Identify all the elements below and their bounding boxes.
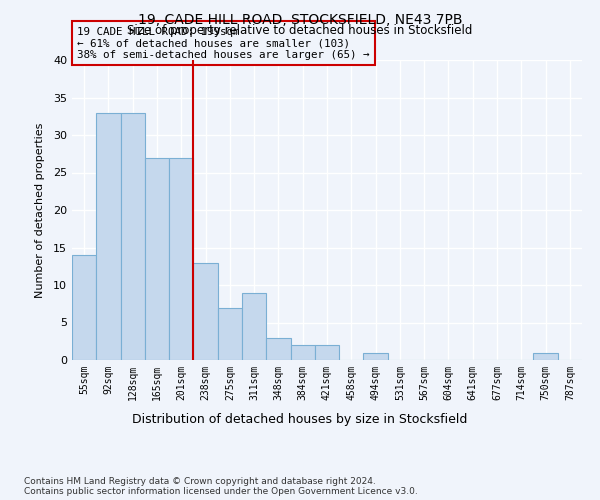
Bar xyxy=(72,255,96,360)
Text: Contains public sector information licensed under the Open Government Licence v3: Contains public sector information licen… xyxy=(24,488,418,496)
Bar xyxy=(364,352,388,360)
Bar xyxy=(96,112,121,360)
Bar xyxy=(266,338,290,360)
Bar xyxy=(193,262,218,360)
Text: Contains HM Land Registry data © Crown copyright and database right 2024.: Contains HM Land Registry data © Crown c… xyxy=(24,478,376,486)
Bar xyxy=(242,292,266,360)
Bar xyxy=(169,158,193,360)
Bar xyxy=(218,308,242,360)
Text: Distribution of detached houses by size in Stocksfield: Distribution of detached houses by size … xyxy=(133,412,467,426)
Text: 19, CADE HILL ROAD, STOCKSFIELD, NE43 7PB: 19, CADE HILL ROAD, STOCKSFIELD, NE43 7P… xyxy=(138,12,462,26)
Bar xyxy=(315,345,339,360)
Text: Size of property relative to detached houses in Stocksfield: Size of property relative to detached ho… xyxy=(127,24,473,37)
Y-axis label: Number of detached properties: Number of detached properties xyxy=(35,122,44,298)
Bar xyxy=(290,345,315,360)
Bar xyxy=(145,158,169,360)
Bar xyxy=(121,112,145,360)
Text: 19 CADE HILL ROAD: 199sqm
← 61% of detached houses are smaller (103)
38% of semi: 19 CADE HILL ROAD: 199sqm ← 61% of detac… xyxy=(77,27,370,60)
Bar xyxy=(533,352,558,360)
